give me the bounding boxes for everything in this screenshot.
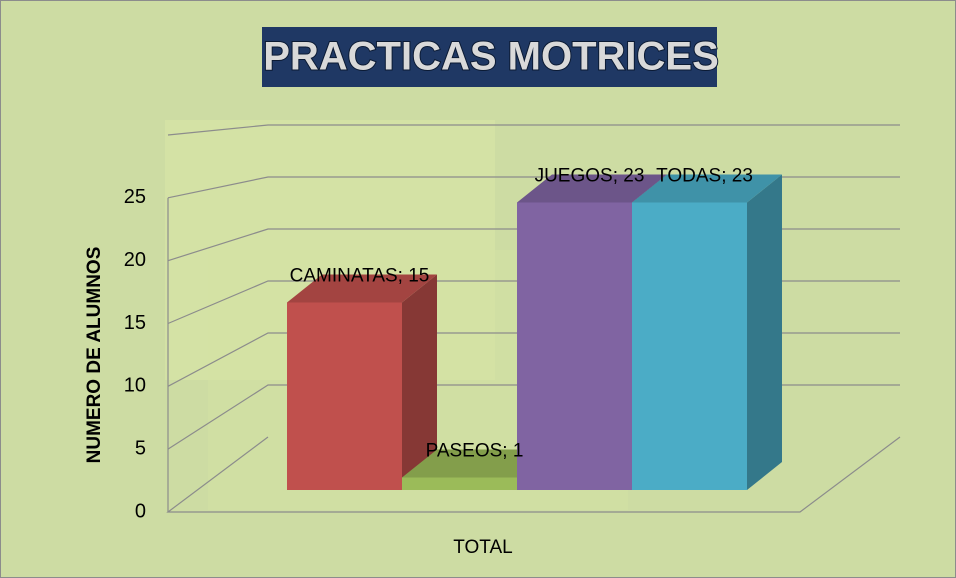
bar (287, 302, 402, 490)
bar-side (402, 274, 437, 490)
chart-title: PRACTICAS MOTRICES (263, 35, 719, 79)
bar-side (747, 174, 782, 490)
title-box (262, 27, 717, 87)
data-label: PASEOS; 1 (426, 441, 524, 462)
y-tick-label: 10 (124, 375, 146, 397)
y-tick-label: 5 (135, 437, 146, 459)
bar-top (402, 449, 552, 478)
bar-top (517, 174, 667, 203)
data-label: TODAS; 23 (656, 166, 753, 187)
data-label: JUEGOS; 23 (535, 166, 645, 187)
y-tick-label: 20 (124, 249, 146, 271)
bar (517, 202, 632, 490)
y-axis-title: NUMERO DE ALUMNOS (84, 247, 105, 464)
floor (166, 436, 901, 513)
data-label: CAMINATAS; 15 (290, 266, 430, 287)
bar (402, 477, 517, 490)
grid-line (167, 124, 900, 136)
bar (632, 202, 747, 490)
y-tick-label: 0 (135, 500, 146, 522)
bar-top (287, 274, 437, 303)
x-tick-label: TOTAL (453, 537, 512, 558)
y-tick-label: 25 (124, 186, 146, 208)
y-tick-label: 15 (124, 312, 146, 334)
bar-top (632, 174, 782, 203)
